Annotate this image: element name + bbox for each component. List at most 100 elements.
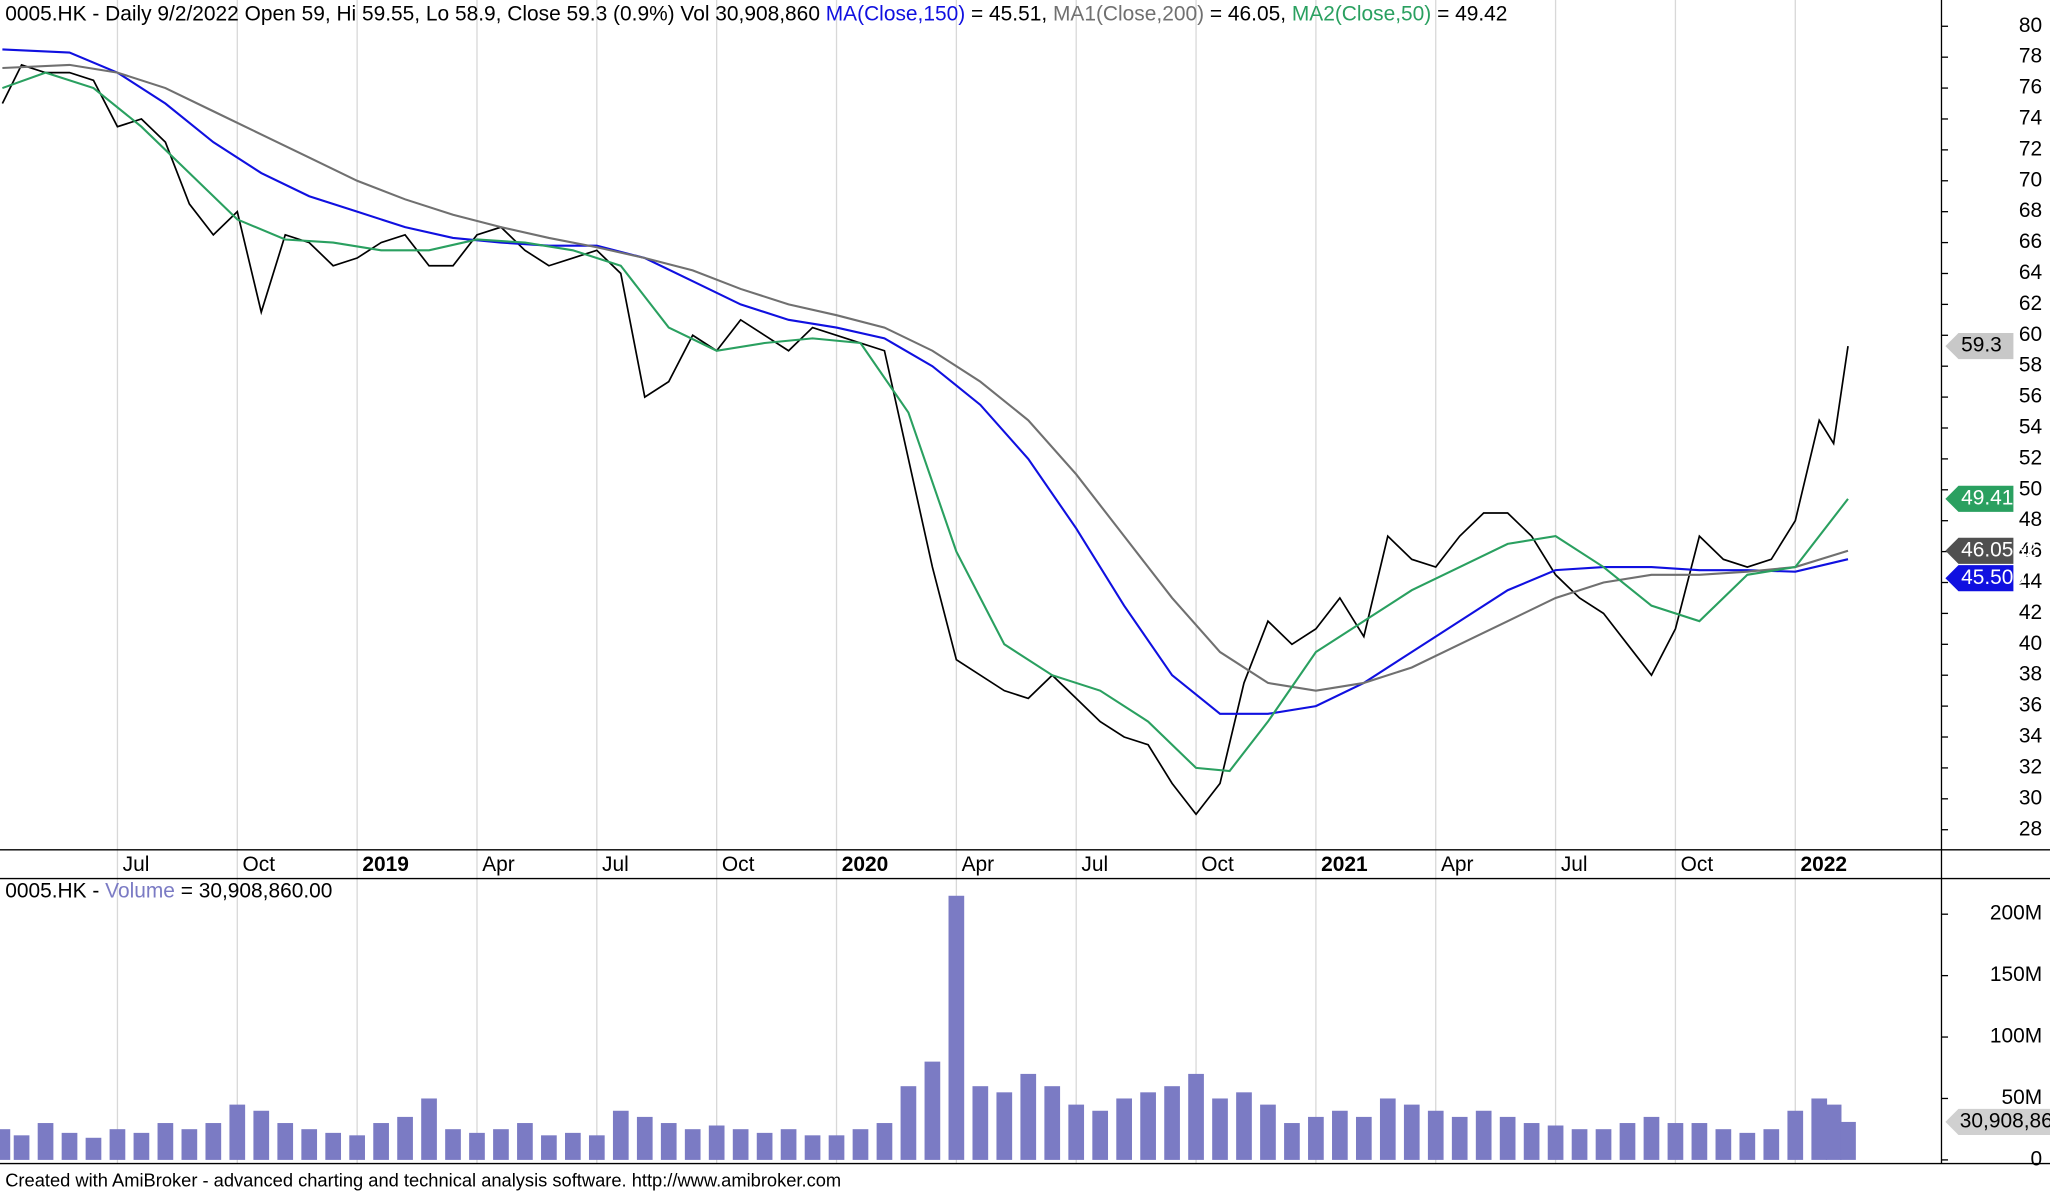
- y-tick-label: 100M: [1990, 1025, 2042, 1048]
- volume-bar: [109, 1129, 126, 1160]
- y-tick-label: 44: [2019, 570, 2043, 593]
- value-tag: [1945, 537, 2014, 564]
- volume-bar: [1787, 1110, 1804, 1160]
- volume-bar: [1739, 1132, 1756, 1160]
- y-tick-label: 60: [2019, 323, 2042, 346]
- y-tick-label: 72: [2019, 137, 2042, 160]
- x-tick-label: Jul: [1081, 853, 1108, 876]
- volume-bar: [229, 1104, 246, 1160]
- volume-bar: [804, 1135, 821, 1160]
- volume-bar: [1212, 1098, 1228, 1160]
- value-tag: [1945, 565, 2014, 592]
- value-tag-label: 59.3: [1961, 334, 2002, 357]
- volume-bar: [612, 1110, 629, 1160]
- y-tick-label: 48: [2019, 508, 2042, 531]
- ma-line: [2, 71, 1849, 773]
- volume-bar: [1116, 1098, 1132, 1160]
- y-tick-label: 32: [2019, 755, 2042, 778]
- volume-bar: [852, 1129, 869, 1160]
- x-tick-label: Jul: [1561, 853, 1588, 876]
- volume-bar: [349, 1135, 365, 1160]
- x-tick-label: Apr: [962, 853, 995, 876]
- ma-line: [2, 48, 1849, 715]
- volume-bar: [1715, 1129, 1732, 1160]
- x-tick-label: Apr: [1441, 853, 1474, 876]
- volume-bar: [1643, 1116, 1660, 1160]
- volume-bar: [421, 1098, 437, 1160]
- volume-bar: [660, 1123, 677, 1160]
- volume-bar: [61, 1132, 78, 1160]
- volume-bar: [445, 1129, 461, 1160]
- value-tag-label: 45.509: [1961, 566, 2025, 589]
- legend-value: = 46.05: [1210, 2, 1280, 25]
- x-tick-label: Oct: [243, 853, 276, 876]
- y-tick-label: 0: [2031, 1147, 2043, 1170]
- price-line: [1, 63, 1849, 816]
- volume-bar: [1020, 1073, 1037, 1160]
- volume-bar: [1763, 1129, 1780, 1160]
- volume-bar: [996, 1092, 1013, 1160]
- y-tick-label: 74: [2019, 107, 2043, 130]
- volume-header: 0005.HK - Volume = 30,908,860.00: [5, 879, 332, 902]
- legend-name: MA(Close,150): [826, 2, 965, 25]
- value-tag-label: 49.415: [1961, 486, 2025, 509]
- volume-bar: [684, 1129, 701, 1160]
- legend-name: MA1(Close,200): [1053, 2, 1204, 25]
- volume-bar: [1092, 1110, 1109, 1160]
- y-tick-label: 62: [2019, 292, 2042, 315]
- x-tick-label: 2022: [1801, 853, 1848, 876]
- volume-bar: [708, 1125, 725, 1160]
- chart-title: 0005.HK - Daily 9/2/2022 Open 59, Hi 59.…: [5, 2, 820, 25]
- volume-bar: [1595, 1129, 1612, 1160]
- volume-bar: [157, 1123, 174, 1160]
- volume-bar: [1499, 1116, 1516, 1160]
- volume-bar: [1236, 1092, 1252, 1160]
- legend-value: = 30,908,860.00: [181, 879, 333, 902]
- volume-bar: [732, 1129, 749, 1160]
- volume-bar: [972, 1086, 989, 1160]
- value-tag: [1945, 1108, 2050, 1136]
- volume-bar: [37, 1123, 54, 1160]
- x-tick-label: Jul: [602, 853, 629, 876]
- volume-bar: [1044, 1086, 1061, 1160]
- x-tick-label: 2020: [842, 853, 889, 876]
- x-tick-label: Jul: [123, 853, 150, 876]
- y-tick-label: 30: [2019, 786, 2042, 809]
- volume-bar: [253, 1110, 270, 1160]
- volume-bar: [1188, 1073, 1204, 1160]
- y-tick-label: 42: [2019, 601, 2042, 624]
- y-tick-label: 56: [2019, 385, 2042, 408]
- y-tick-label: 38: [2019, 663, 2042, 686]
- volume-bar: [1284, 1123, 1300, 1160]
- volume-bar: [1068, 1104, 1085, 1160]
- volume-bar: [13, 1135, 30, 1160]
- volume-bar: [469, 1132, 485, 1160]
- value-tag-label: 30,908,860: [1960, 1109, 2050, 1132]
- volume-bar: [1691, 1123, 1708, 1160]
- y-tick-label: 54: [2019, 416, 2043, 439]
- volume-bar: [1451, 1116, 1468, 1160]
- legend-name: MA2(Close,50): [1292, 2, 1431, 25]
- volume-bar: [1667, 1123, 1684, 1160]
- volume-bar: [900, 1086, 917, 1160]
- volume-bar: [924, 1061, 941, 1160]
- y-tick-label: 76: [2019, 76, 2042, 99]
- y-tick-label: 52: [2019, 446, 2042, 469]
- volume-bar: [181, 1129, 198, 1160]
- footer: Created with AmiBroker - advanced charti…: [5, 1170, 841, 1191]
- volume-bar: [1825, 1104, 1842, 1160]
- legend-value: = 45.51: [971, 2, 1041, 25]
- y-tick-label: 36: [2019, 694, 2042, 717]
- x-tick-label: 2021: [1321, 853, 1368, 876]
- volume-bar: [1332, 1110, 1348, 1160]
- y-tick-label: 64: [2019, 261, 2043, 284]
- volume-bar: [565, 1132, 581, 1160]
- x-tick-label: Oct: [722, 853, 755, 876]
- volume-bar: [876, 1123, 893, 1160]
- volume-bar: [828, 1135, 845, 1160]
- volume-bar: [1140, 1092, 1156, 1160]
- volume-bar: [1355, 1116, 1372, 1160]
- volume-bar: [1571, 1129, 1588, 1160]
- volume-bar: [1403, 1104, 1420, 1160]
